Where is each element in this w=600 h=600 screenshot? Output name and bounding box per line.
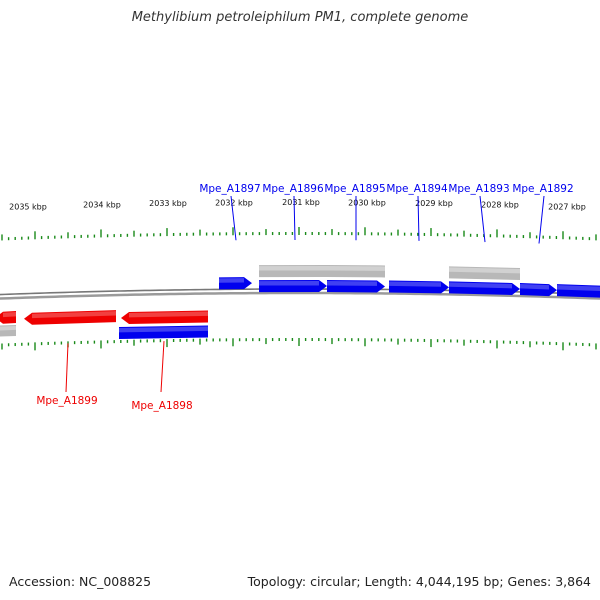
kbp-label: 2030 kbp [348,198,386,207]
kbp-label: 2027 kbp [548,202,586,211]
feature-highlight [259,281,319,286]
feature-highlight [32,311,116,319]
feature-highlight [449,282,512,289]
gene-name: Mpe_A1897 [199,183,260,195]
forward-feature [327,280,385,293]
gene-name: Mpe_A1895 [324,183,385,195]
feature-highlight [327,266,385,271]
feature-body [557,284,600,298]
forward-feature [119,325,208,340]
feature-highlight [0,325,16,331]
feature-body [259,280,327,293]
gene-name: Mpe_A1894 [386,183,448,195]
feature-highlight [3,311,16,318]
reverse-feature [121,310,208,324]
other-feature [327,265,385,278]
reverse-feature [24,310,116,325]
forward-feature [520,282,557,297]
feature-body [219,277,252,290]
kbp-label: 2035 kbp [9,203,47,212]
feature-body [259,265,327,278]
other-feature [449,266,520,280]
feature-highlight [520,283,549,290]
feature-body [389,280,449,294]
feature-highlight [327,281,377,286]
feature-body [121,310,208,324]
gene-name: Mpe_A1899 [36,395,97,407]
gene-label-bottom: Mpe_A1899 [36,343,98,407]
feature-body [520,282,557,297]
kbp-label: 2033 kbp [149,199,187,208]
gene-leader-line [538,195,545,244]
accession-text: Accession: NC_008825 [9,574,152,589]
kbp-label: 2031 kbp [282,198,320,207]
backbone-outer [0,291,600,300]
other-feature [0,324,16,337]
gene-leader-line [417,195,420,241]
feature-highlight [557,285,600,291]
kbp-label: 2028 kbp [481,200,519,209]
feature-body [119,325,208,340]
gene-name: Mpe_A1898 [131,400,192,412]
gene-leader-line [293,195,296,241]
gene-leader-line [65,343,69,393]
genome-title: Methylibium petroleiphilum PM1, complete… [131,10,469,25]
kbp-label: 2032 kbp [215,198,253,207]
kbp-label: 2029 kbp [415,199,453,208]
feature-body [0,310,16,324]
gene-name: Mpe_A1893 [448,183,509,195]
gene-label-top: Mpe_A1895 [324,183,386,241]
label-layer: 2035 kbp 2034 kbp 2033 kbp 2032 kbp 2031 kbp… [9,183,586,412]
feature-highlight [259,266,327,271]
feature-body [24,310,116,325]
gene-label-top: Mpe_A1896 [262,183,324,241]
forward-feature [219,277,252,290]
gene-label-top: Mpe_A1894 [386,183,448,241]
feature-highlight [389,281,441,287]
gene-leader-line [479,195,486,243]
feature-highlight [129,311,208,318]
gene-label-top: Mpe_A1897 [199,183,261,241]
gene-leader-line [230,195,237,241]
forward-feature [389,280,449,294]
feature-highlight [449,267,520,274]
other-feature [259,265,327,278]
gene-leader-line [160,341,165,393]
feature-highlight [119,326,208,333]
gene-name: Mpe_A1892 [512,183,573,195]
gene-label-top: Mpe_A1893 [448,183,510,243]
genome-summary: Topology: circular; Length: 4,044,195 bp… [247,574,591,589]
feature-body [327,265,385,278]
feature-highlight [219,278,244,283]
feature-body [449,266,520,280]
feature-body [449,281,520,295]
forward-feature [259,280,327,293]
kbp-label: 2034 kbp [83,200,121,209]
forward-feature [449,281,520,295]
gene-name: Mpe_A1896 [262,183,324,195]
feature-body [327,280,385,293]
feature-track [0,265,600,340]
reverse-feature [0,310,16,324]
gene-label-top: Mpe_A1892 [512,183,574,244]
gene-label-bottom: Mpe_A1898 [131,341,193,412]
forward-feature [557,284,600,298]
feature-body [0,324,16,337]
